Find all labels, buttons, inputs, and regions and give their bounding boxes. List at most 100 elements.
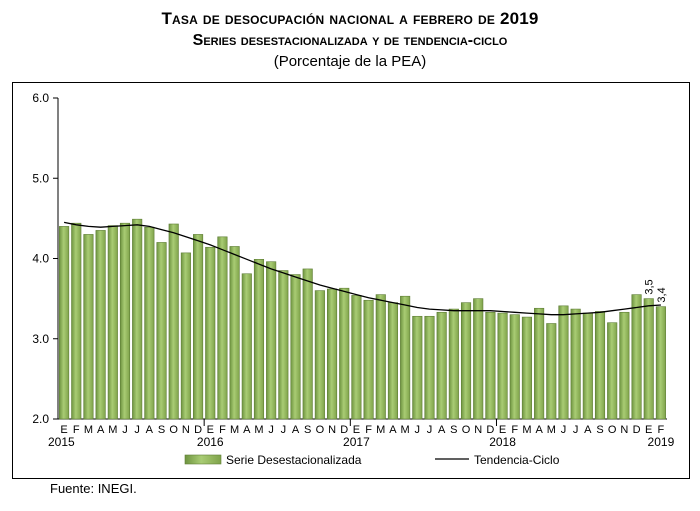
data-bar [473, 298, 484, 420]
plot-area: 2.03.04.05.06.0E F M A M J J A S O N D E F M A M J J A S O N D E… [32, 91, 674, 467]
data-bar [241, 273, 252, 420]
data-bar [485, 311, 496, 420]
x-tick-label: M [376, 424, 385, 436]
data-bar [180, 252, 191, 420]
legend-label-bars: Serie Desestacionalizada [226, 453, 362, 467]
data-bar [71, 222, 82, 420]
x-tick-label: N [620, 424, 628, 436]
data-bar [339, 287, 350, 420]
x-tick-label: S [450, 424, 457, 436]
x-tick-label: O [608, 424, 617, 436]
x-tick-label: M [547, 424, 556, 436]
x-tick-label: J [561, 424, 567, 436]
data-bar [59, 226, 70, 420]
x-tick-label: N [474, 424, 482, 436]
data-bar [643, 298, 654, 420]
data-bar [83, 234, 94, 420]
title-block: Tasa de desocupación nacional a febrero … [0, 8, 700, 72]
x-tick-label: M [84, 424, 93, 436]
x-tick-label: A [584, 424, 592, 436]
year-label: 2017 [343, 435, 370, 449]
x-tick-label: J [281, 424, 287, 436]
x-tick-label: D [633, 424, 641, 436]
data-bar [607, 322, 618, 420]
data-bar [95, 230, 106, 420]
x-tick-label: F [365, 424, 372, 436]
x-tick-label: S [596, 424, 603, 436]
trend-line [63, 221, 661, 316]
data-bar [497, 312, 508, 420]
data-bar [363, 299, 374, 420]
data-bar [655, 306, 666, 420]
data-bar [521, 316, 532, 420]
x-tick-label: J [427, 424, 433, 436]
x-tick-label: D [486, 424, 494, 436]
x-tick-label: E [645, 424, 652, 436]
data-bar [229, 246, 240, 420]
data-bar [534, 307, 545, 420]
data-bar [619, 311, 630, 420]
x-tick-label: A [535, 424, 543, 436]
data-bar [387, 302, 399, 420]
y-tick-label: 3.0 [32, 332, 49, 346]
x-tick-label: D [340, 424, 348, 436]
y-tick-label: 2.0 [32, 412, 49, 426]
data-bar [314, 290, 325, 420]
x-tick-label: J [122, 424, 128, 436]
data-bar [302, 268, 313, 420]
x-tick-label: F [658, 424, 665, 436]
x-tick-label: N [182, 424, 190, 436]
legend-label-line: Tendencia-Ciclo [474, 453, 560, 467]
data-bar [631, 294, 642, 420]
x-tick-label: A [438, 424, 446, 436]
chart-subtitle: Series desestacionalizada y de tendencia… [192, 32, 508, 49]
x-tick-label: J [134, 424, 140, 436]
x-tick-label: M [254, 424, 263, 436]
data-value-label: 3,5 [644, 279, 656, 294]
x-tick-label: O [316, 424, 325, 436]
x-tick-label: S [304, 424, 311, 436]
data-bar [326, 288, 338, 420]
x-tick-label: A [389, 424, 397, 436]
x-tick-label: E [207, 424, 214, 436]
data-bar [144, 226, 155, 420]
x-tick-label: J [415, 424, 421, 436]
data-bar [460, 302, 472, 420]
x-tick-label: E [60, 424, 67, 436]
data-bar [509, 314, 520, 420]
data-bar [412, 315, 423, 420]
data-bar [400, 295, 411, 420]
y-tick-label: 6.0 [32, 91, 49, 105]
x-tick-label: S [158, 424, 165, 436]
data-bar [107, 225, 118, 420]
data-bar [266, 261, 277, 420]
x-tick-label: A [243, 424, 251, 436]
x-tick-label: M [230, 424, 239, 436]
year-label: 2016 [197, 435, 224, 449]
data-bar [156, 242, 167, 420]
data-bar [570, 308, 581, 420]
data-bar [546, 323, 557, 420]
data-bar [351, 295, 362, 420]
data-bar [290, 274, 301, 420]
data-bar [558, 305, 569, 420]
data-bar [205, 246, 216, 420]
data-bar [436, 311, 447, 420]
data-bar [375, 294, 386, 420]
data-bar [594, 311, 606, 420]
x-tick-label: M [108, 424, 117, 436]
data-value-label: 3,4 [656, 287, 668, 302]
x-tick-label: F [511, 424, 518, 436]
source-note: Fuente: INEGI. [50, 481, 137, 496]
year-label: 2018 [489, 435, 516, 449]
chart-frame: 2.0 3.0 4.0 5.0 6.0 E F M A M J J A S O N D E F M A M J J A S O N D E… [12, 82, 690, 479]
x-tick-label: O [169, 424, 178, 436]
year-label: 2019 [648, 435, 675, 449]
data-bar [132, 218, 143, 420]
chart-unit: (Porcentaje de la PEA) [273, 53, 427, 70]
year-label: 2015 [48, 435, 75, 449]
x-tick-label: J [268, 424, 274, 436]
data-bar [168, 223, 179, 420]
x-tick-label: F [73, 424, 80, 436]
x-tick-label: J [573, 424, 579, 436]
